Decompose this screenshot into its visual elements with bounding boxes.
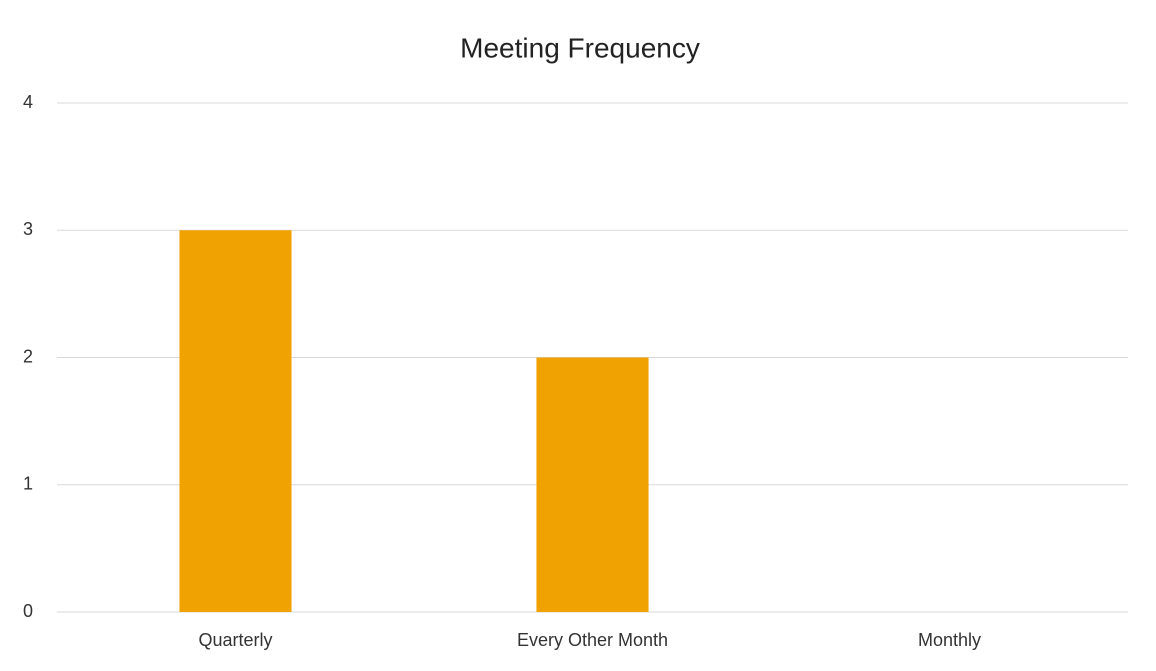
y-tick-label: 0 [23,601,33,621]
y-tick-label: 2 [23,346,33,366]
bar [179,230,292,612]
x-tick-label: Quarterly [198,630,272,650]
y-tick-label: 4 [23,92,33,112]
bar [536,357,649,612]
x-tick-label: Monthly [918,630,981,650]
x-tick-label: Every Other Month [517,630,668,650]
y-tick-label: 3 [23,219,33,239]
chart-title: Meeting Frequency [460,32,700,63]
y-tick-label: 1 [23,474,33,494]
